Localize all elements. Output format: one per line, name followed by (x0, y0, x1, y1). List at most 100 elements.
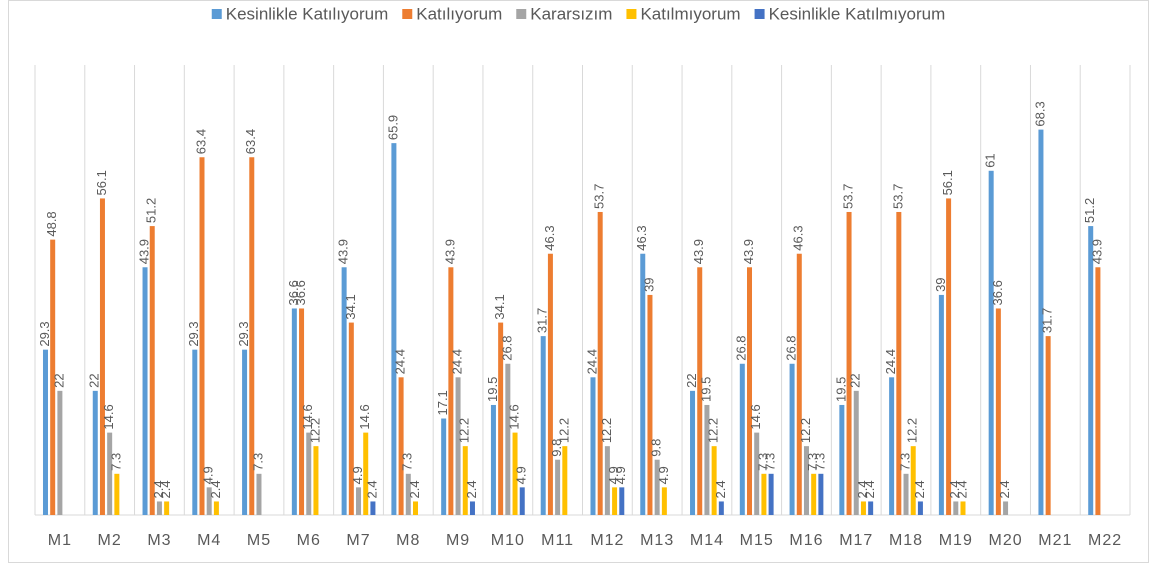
bar (647, 294, 653, 515)
value-label: 31.7 (535, 308, 550, 333)
value-label: 4.9 (514, 466, 529, 484)
bar (789, 363, 795, 515)
value-label: 12.2 (798, 418, 813, 443)
bar (498, 322, 504, 515)
value-label: 12.2 (706, 418, 721, 443)
value-label: 22 (87, 373, 102, 387)
bar (356, 487, 362, 515)
value-label: 2.4 (947, 480, 962, 498)
value-label: 7.3 (108, 453, 123, 471)
bar (555, 459, 561, 515)
bar (938, 294, 944, 515)
value-label: 12.2 (556, 418, 571, 443)
bar (540, 336, 546, 515)
x-tick-label: M20 (989, 532, 1023, 549)
bar (242, 349, 248, 515)
value-label: 7.3 (805, 453, 820, 471)
bar (612, 487, 618, 515)
x-tick-label: M22 (1088, 532, 1122, 549)
legend-swatch (516, 9, 527, 19)
bar (50, 239, 56, 515)
bar (42, 349, 48, 515)
value-label: 7.3 (250, 453, 265, 471)
legend-swatch (626, 9, 637, 19)
bar (192, 349, 198, 515)
value-label: 19.5 (485, 377, 500, 402)
bar (455, 377, 461, 515)
bar (761, 473, 767, 515)
bar (868, 501, 874, 515)
value-label: 24.4 (584, 349, 599, 374)
value-label: 29.3 (186, 321, 201, 346)
x-tick-label: M2 (98, 532, 122, 549)
value-label: 24.4 (450, 349, 465, 374)
value-label: 56.1 (94, 170, 109, 195)
x-tick-label: M10 (491, 532, 525, 549)
value-label: 12.2 (599, 418, 614, 443)
bar (1095, 267, 1101, 515)
value-label: 2.4 (997, 480, 1012, 498)
bar (711, 446, 717, 515)
bar (640, 253, 646, 515)
value-label: 36.6 (293, 280, 308, 305)
value-label: 12.2 (307, 418, 322, 443)
bar (690, 390, 696, 515)
chart-border (8, 0, 1149, 563)
bar (661, 487, 667, 515)
bar (903, 473, 909, 515)
value-label: 43.9 (136, 239, 151, 264)
bar (462, 446, 468, 515)
bar (299, 308, 305, 515)
bar (291, 308, 297, 515)
x-tick-label: M11 (541, 532, 574, 549)
bar (853, 390, 859, 515)
value-label: 9.8 (649, 439, 664, 457)
bar (142, 267, 148, 515)
x-tick-label: M5 (247, 532, 271, 549)
value-label: 26.8 (784, 335, 799, 360)
value-label: 65.9 (385, 115, 400, 140)
bar (391, 143, 397, 515)
value-label: 9.8 (549, 439, 564, 457)
value-label: 12.2 (457, 418, 472, 443)
x-tick-label: M9 (446, 532, 470, 549)
value-label: 43.9 (1089, 239, 1104, 264)
value-label: 2.4 (158, 480, 173, 498)
bar (995, 308, 1001, 515)
bar (889, 377, 895, 515)
bar (910, 446, 916, 515)
value-label: 51.2 (144, 198, 159, 223)
value-label: 4.9 (201, 466, 216, 484)
value-label: 39 (641, 277, 656, 291)
x-tick-label: M18 (889, 532, 923, 549)
value-label: 2.4 (912, 480, 927, 498)
bar (988, 170, 994, 516)
value-label: 2.4 (464, 480, 479, 498)
x-tick-label: M6 (297, 532, 321, 549)
bar (818, 473, 824, 515)
value-label: 53.7 (592, 184, 607, 209)
bar (953, 501, 959, 515)
value-label: 46.3 (542, 225, 557, 250)
value-label: 26.8 (734, 335, 749, 360)
bar (306, 432, 312, 515)
value-label: 48.8 (44, 211, 59, 236)
bar (547, 253, 553, 515)
value-label: 43.9 (336, 239, 351, 264)
value-label: 14.6 (300, 404, 315, 429)
bar (164, 501, 170, 515)
bar (99, 198, 105, 515)
bar (363, 432, 369, 515)
value-label: 4.9 (613, 466, 628, 484)
x-tick-label: M16 (789, 532, 823, 549)
value-label: 22 (684, 373, 699, 387)
value-label: 43.9 (442, 239, 457, 264)
value-label: 14.6 (748, 404, 763, 429)
value-label: 34.1 (492, 294, 507, 319)
x-tick-label: M7 (346, 532, 370, 549)
legend-label: Kesinlikle Katılmıyorum (769, 4, 946, 23)
bar (256, 473, 262, 515)
bar (597, 211, 603, 515)
value-label: 4.9 (656, 466, 671, 484)
value-label: 2.4 (151, 480, 166, 498)
